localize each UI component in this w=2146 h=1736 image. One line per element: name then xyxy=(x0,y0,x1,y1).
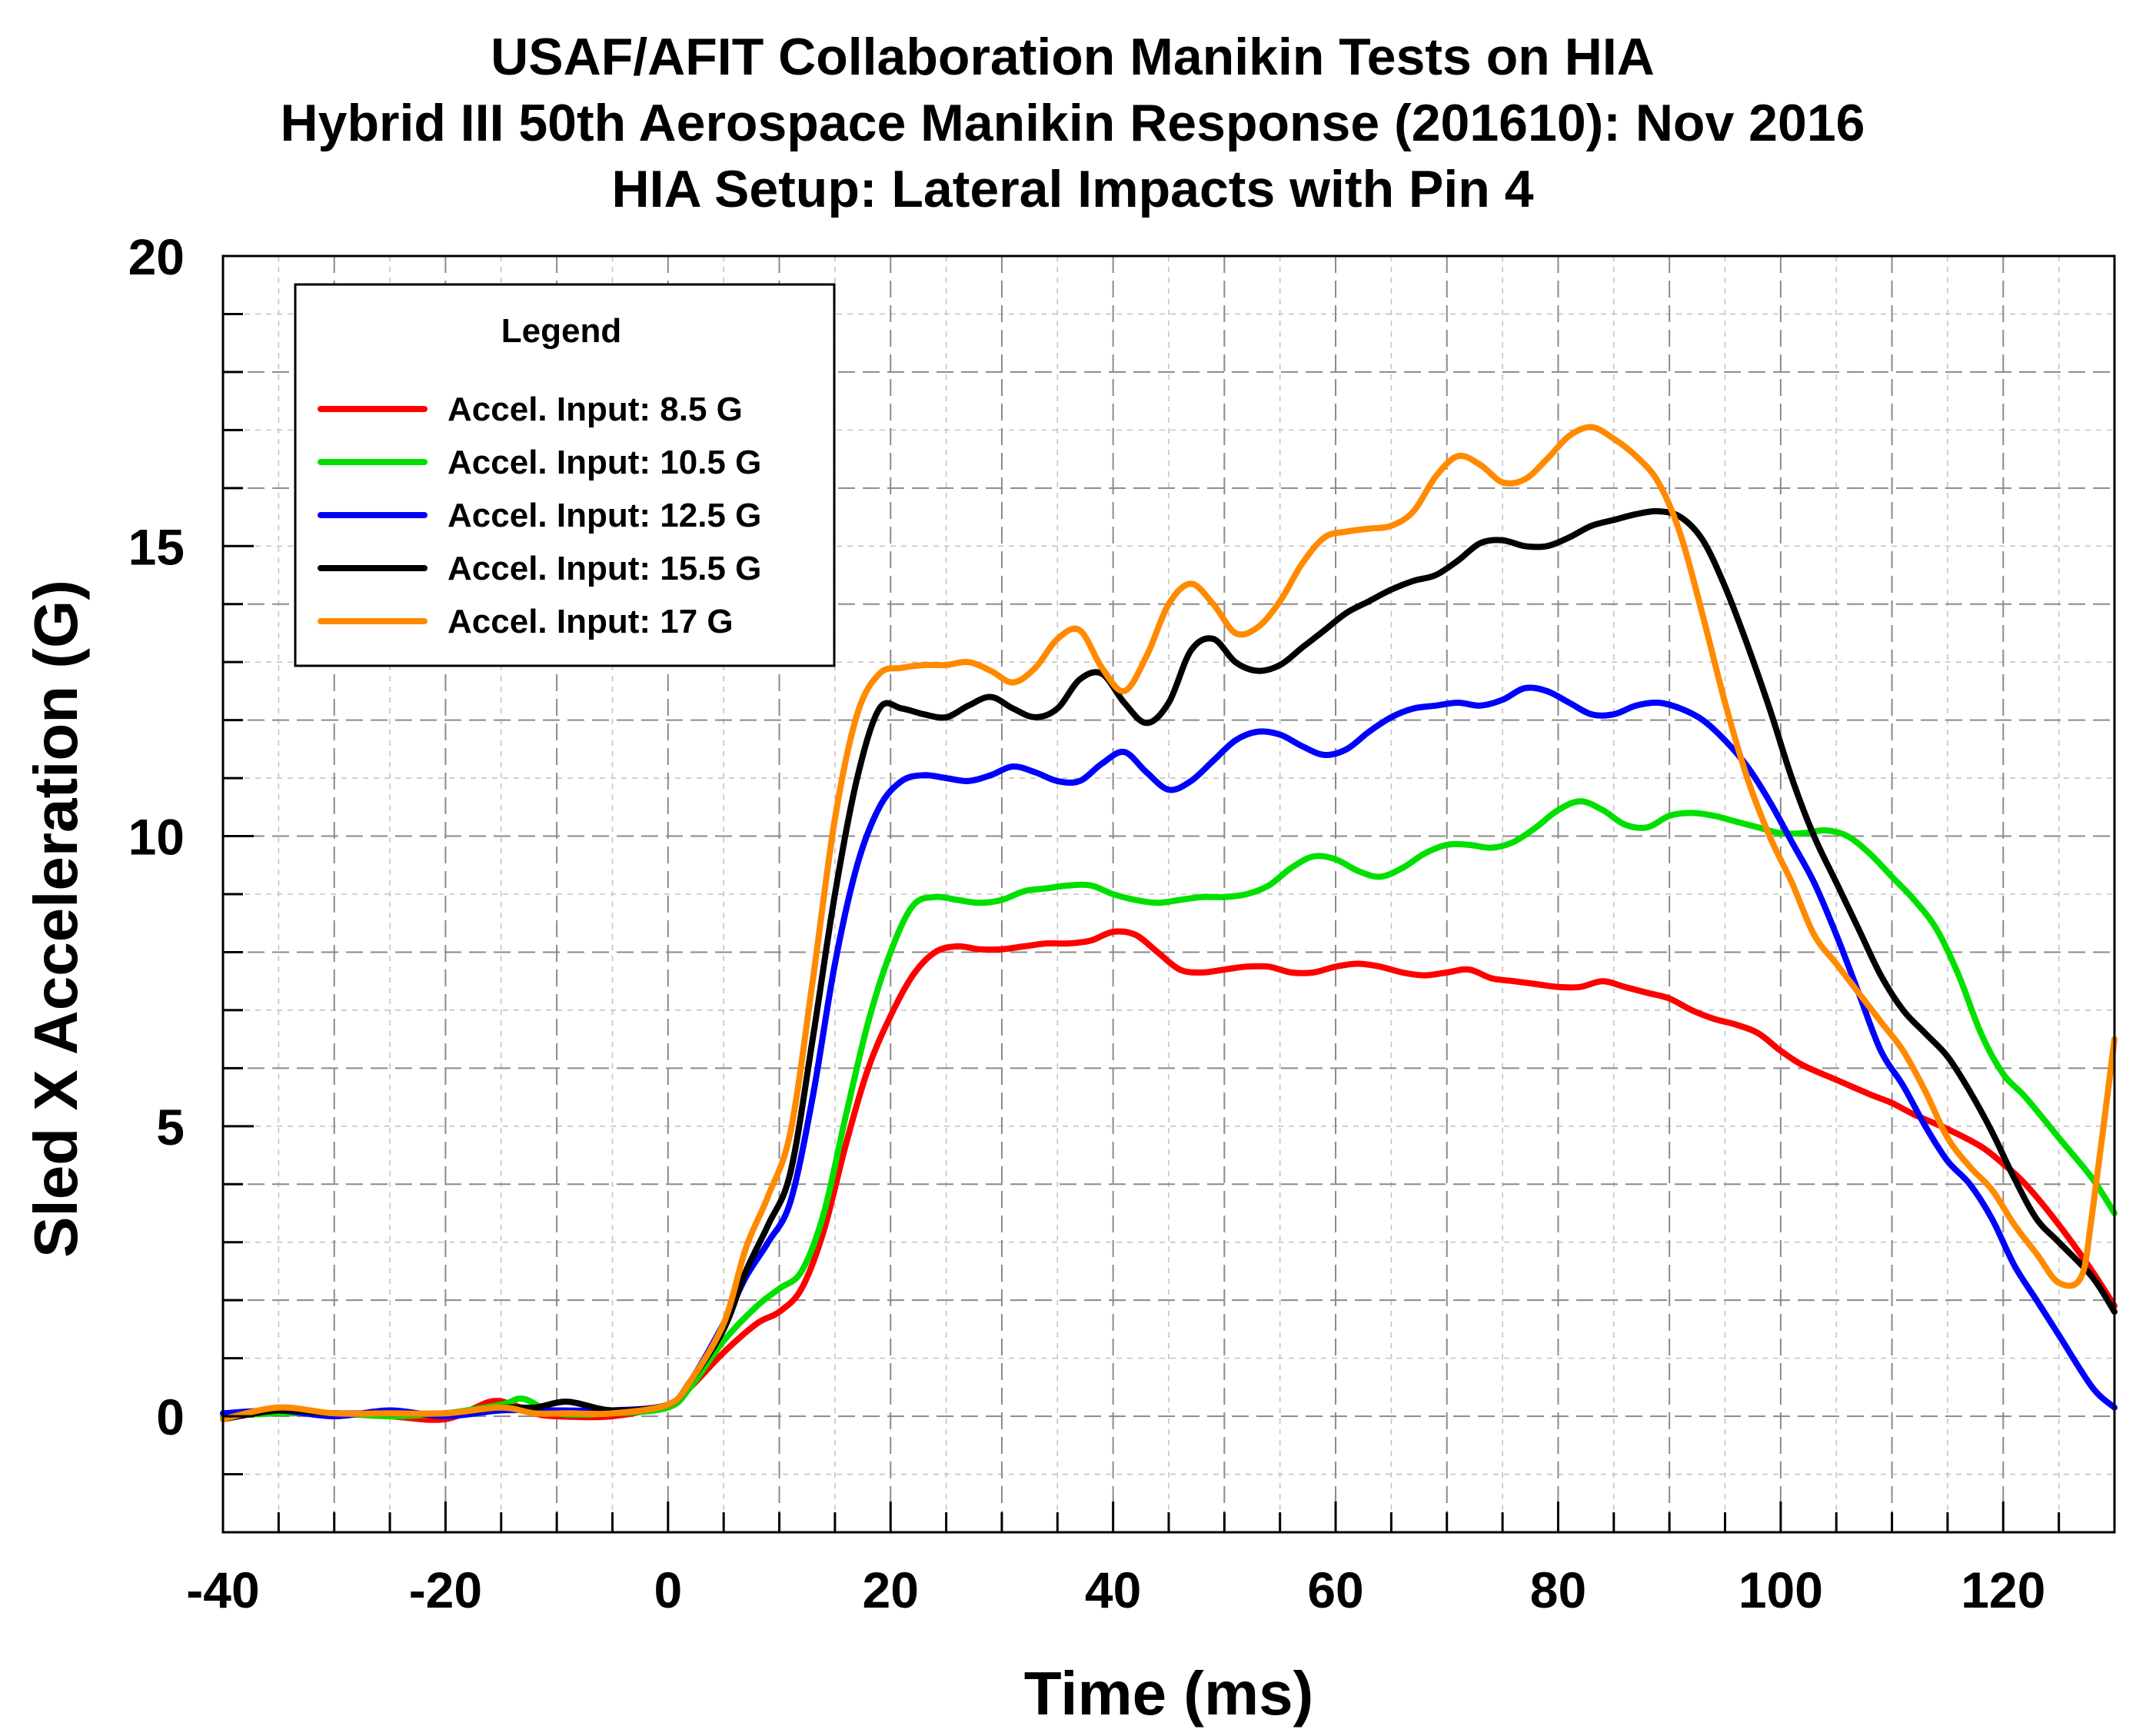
legend-label: Accel. Input: 15.5 G xyxy=(447,550,761,587)
x-axis-label: Time (ms) xyxy=(1024,1659,1313,1728)
legend-item-10-5g: Accel. Input: 10.5 G xyxy=(318,444,761,481)
series-15-5g-line xyxy=(220,507,2118,1422)
legend-item-15-5g: Accel. Input: 15.5 G xyxy=(318,550,761,587)
legend-item-12-5g: Accel. Input: 12.5 G xyxy=(318,497,761,534)
x-tick-label: -20 xyxy=(409,1561,482,1618)
legend-box xyxy=(294,283,836,667)
x-tick-labels: -40 -20 0 20 40 60 80 100 120 xyxy=(186,1561,2045,1618)
legend-title: Legend xyxy=(501,312,621,350)
y-tick-label: 0 xyxy=(156,1388,185,1445)
legend-label: Accel. Input: 8.5 G xyxy=(447,391,743,428)
x-tick-label: -40 xyxy=(186,1561,259,1618)
y-axis-label: Sled X Acceleration (G) xyxy=(22,580,90,1258)
y-tick-label: 5 xyxy=(156,1099,185,1156)
legend-label: Accel. Input: 12.5 G xyxy=(447,497,761,534)
x-tick-label: 80 xyxy=(1530,1561,1586,1618)
x-tick-label: 40 xyxy=(1085,1561,1141,1618)
y-tick-labels: 0 5 10 15 20 xyxy=(128,228,185,1445)
chart-title-line-3: HIA Setup: Lateral Impacts with Pin 4 xyxy=(611,160,1533,218)
x-tick-label: 60 xyxy=(1307,1561,1363,1618)
legend: Legend Accel. Input: 8.5 G Accel. Input: … xyxy=(294,283,836,667)
y-tick-label: 20 xyxy=(128,228,185,285)
series-17g-line xyxy=(220,424,2118,1422)
x-tick-label: 20 xyxy=(863,1561,919,1618)
x-tick-label: 0 xyxy=(654,1561,682,1618)
chart-title: USAF/AFIT Collaboration Manikin Tests on… xyxy=(281,28,1865,218)
chart-title-line-1: USAF/AFIT Collaboration Manikin Tests on… xyxy=(491,28,1655,86)
plot-frame xyxy=(221,254,2116,1534)
axis-ticks xyxy=(221,254,2116,1534)
legend-label: Accel. Input: 17 G xyxy=(447,603,734,640)
legend-label: Accel. Input: 10.5 G xyxy=(447,444,761,481)
data-series xyxy=(220,424,2118,1423)
legend-item-17g: Accel. Input: 17 G xyxy=(318,603,734,640)
legend-item-8-5g: Accel. Input: 8.5 G xyxy=(318,391,743,428)
y-tick-label: 15 xyxy=(128,518,185,575)
series-12-5g-line xyxy=(220,684,2118,1420)
x-tick-label: 100 xyxy=(1738,1561,1823,1618)
series-10-5g-line xyxy=(220,798,2118,1420)
series-8-5g-line xyxy=(220,928,2118,1423)
x-tick-label: 120 xyxy=(1961,1561,2045,1618)
y-tick-label: 10 xyxy=(128,809,185,866)
chart-title-line-2: Hybrid III 50th Aerospace Manikin Respon… xyxy=(281,94,1865,152)
